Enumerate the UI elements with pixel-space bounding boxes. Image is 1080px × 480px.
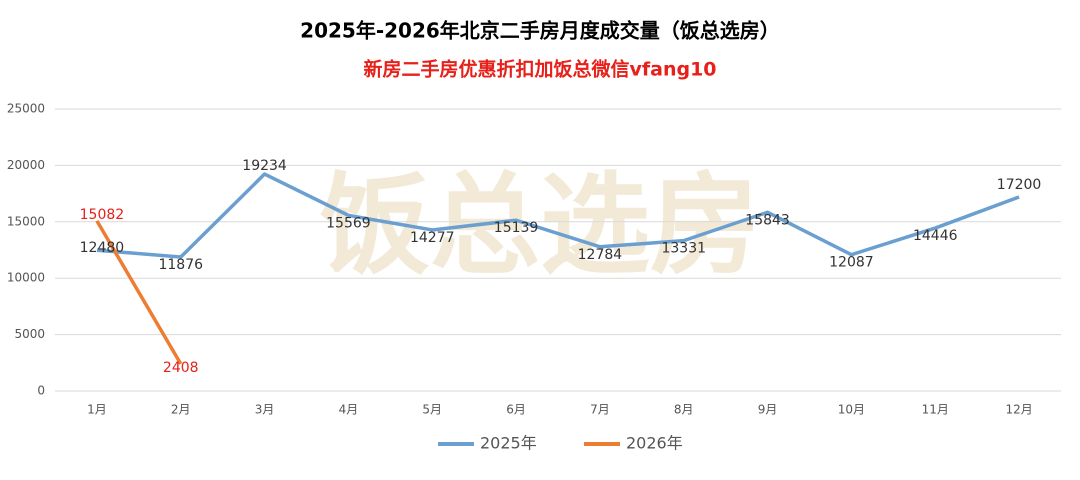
series-line (96, 172, 1020, 259)
data-label: 12784 (578, 247, 623, 263)
data-label: 14446 (913, 228, 958, 244)
series-line (95, 219, 183, 365)
chart-title: 2025年-2026年北京二手房月度成交量（饭总选房） (300, 19, 780, 43)
data-label: 15843 (745, 212, 790, 228)
data-label: 12480 (80, 240, 125, 256)
x-tick-label: 7月 (590, 403, 610, 417)
x-tick-label: 1月 (87, 403, 107, 417)
y-tick-label: 5000 (14, 327, 45, 341)
data-label: 11876 (158, 257, 203, 273)
x-tick-label: 2月 (171, 403, 191, 417)
data-label: 15569 (326, 215, 371, 231)
data-label: 17200 (997, 177, 1042, 193)
y-tick-label: 0 (37, 384, 45, 398)
legend-label: 2026年 (626, 434, 683, 453)
x-tick-label: 10月 (838, 403, 865, 417)
y-tick-label: 10000 (7, 271, 45, 285)
data-label: 13331 (661, 241, 706, 257)
watermark: 饭总选房 (320, 161, 760, 289)
data-label: 2408 (163, 360, 199, 376)
x-tick-label: 4月 (339, 403, 359, 417)
chart-subtitle: 新房二手房优惠折扣加饭总微信vfang10 (363, 58, 716, 81)
y-tick-label: 25000 (7, 102, 45, 116)
x-tick-label: 3月 (255, 403, 275, 417)
data-label: 14277 (410, 230, 455, 246)
x-tick-label: 8月 (674, 403, 694, 417)
data-label: 12087 (829, 255, 874, 271)
x-tick-label: 5月 (422, 403, 442, 417)
legend-label: 2025年 (480, 434, 537, 453)
x-tick-label: 12月 (1005, 403, 1032, 417)
data-label: 15082 (80, 207, 125, 223)
y-tick-label: 15000 (7, 214, 45, 228)
data-label: 19234 (242, 158, 287, 174)
data-label: 15139 (494, 220, 539, 236)
x-tick-label: 6月 (506, 403, 526, 417)
x-tick-label: 11月 (922, 403, 949, 417)
y-tick-label: 20000 (7, 158, 45, 172)
x-tick-label: 9月 (758, 403, 778, 417)
